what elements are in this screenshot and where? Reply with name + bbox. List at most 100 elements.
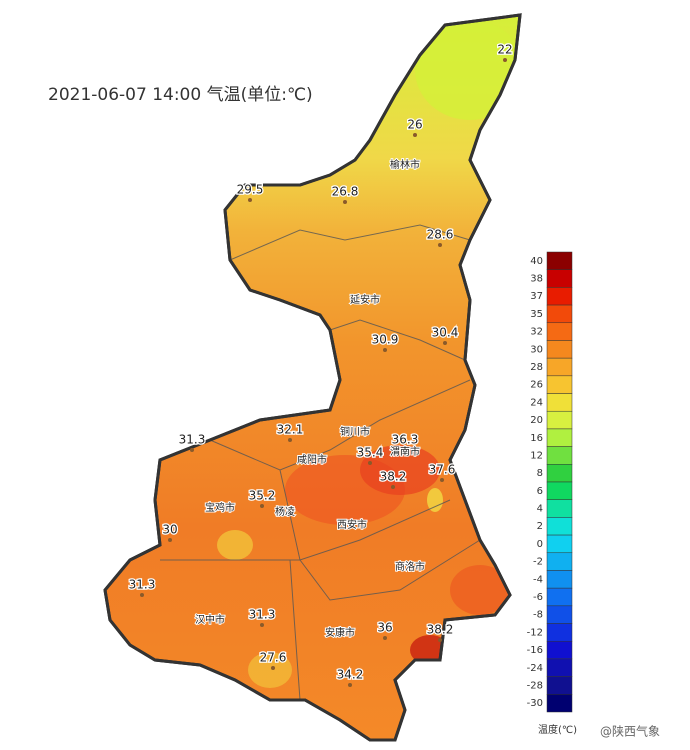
legend-cell [546,428,573,447]
city-name: 铜川市 [340,425,370,438]
station-dot [348,683,352,687]
legend-cell [546,605,573,624]
station-dot [168,538,172,542]
station-value: 26 [407,118,422,132]
city-name: 延安市 [350,293,380,306]
province-outline [103,13,522,742]
station-dot [140,593,144,597]
city-name: 宝鸡市 [205,501,235,514]
legend-tick-label: 35 [530,309,543,320]
temperature-field [105,15,520,740]
legend-tick-label: -8 [533,610,543,621]
station-value: 38.2 [427,623,454,637]
station-dot [383,636,387,640]
legend-title: 温度(℃) [538,723,577,736]
stations: 22 26 29.5 26.8 28.6 30.9 30.4 32.1 31.3 36.3 35.4… [127,41,514,687]
city-name: 西安市 [337,518,367,531]
legend-cell [546,676,573,695]
station-dot [503,58,507,62]
city-name: 汉中市 [195,613,225,626]
legend-tick-label: 38 [530,274,543,285]
legend-cell [546,446,573,465]
city-name: 杨凌 [275,505,295,518]
station-dot [438,243,442,247]
legend-tick-label: 4 [537,504,543,515]
station-value: 31.3 [249,608,276,622]
legend-cell [546,393,573,412]
legend-cell [546,658,573,677]
station-dot [190,448,194,452]
station-value: 37.6 [429,463,456,477]
station-dot [260,504,264,508]
station-value: 28.6 [427,228,454,242]
station-dot [413,133,417,137]
legend-cell [546,499,573,518]
legend-tick-label: -16 [527,645,543,656]
station-value: 22 [497,43,512,57]
legend-cell [546,357,573,377]
legend-cell [546,517,573,536]
legend-tick-label: 24 [530,397,543,408]
legend-cell [546,694,573,713]
station-dot [383,348,387,352]
city-name: 榆林市 [390,158,420,171]
station-value: 30.4 [432,326,459,340]
legend-tick-label: 12 [530,450,543,461]
station-value: 36 [377,621,392,635]
legend-cell [546,464,573,483]
legend-tick-label: 8 [537,468,543,479]
station-value: 34.2 [337,668,364,682]
legend-tick-label: 32 [530,327,543,338]
station-dot [343,200,347,204]
station-dot [271,666,275,670]
station-dot [443,341,447,345]
legend-cell [546,269,573,288]
legend-cell [546,251,573,270]
legend-cell [546,640,573,660]
station-dot [403,448,407,452]
legend-tick-label: 16 [530,433,543,444]
legend-cell [546,340,573,359]
map-title: 2021-06-07 14:00 气温(单位:℃) [48,85,313,105]
station-value: 32.1 [277,423,304,437]
legend-cell [546,587,573,607]
legend-tick-label: 28 [530,362,543,373]
station-value: 35.2 [249,489,276,503]
station-dot [368,461,372,465]
station-dot [440,478,444,482]
legend-cell [546,322,573,341]
legend-cell [546,534,573,554]
station-value: 26.8 [332,185,359,199]
legend-tick-label: -6 [533,592,543,603]
station-value: 36.3 [392,433,419,447]
legend-cell [546,287,573,306]
color-legend: 40383735323028262420161286420-2-4-6-8-12… [527,251,573,713]
station-value: 35.4 [357,446,384,460]
watermark: @陕西气象 [600,724,660,739]
legend-cell [546,570,573,589]
station-value: 31.3 [129,578,156,592]
station-value: 38.2 [380,470,407,484]
station-dot [391,485,395,489]
legend-cell [546,481,573,500]
legend-cell [546,304,573,324]
station-dot [260,623,264,627]
legend-tick-label: 26 [530,380,543,391]
legend-tick-label: 40 [530,256,543,267]
legend-tick-label: -2 [533,557,543,568]
city-name: 商洛市 [395,560,425,573]
station-dot [438,638,442,642]
city-name: 渭南市 [390,445,420,458]
station-value: 30.9 [372,333,399,347]
city-name: 咸阳市 [297,453,327,466]
legend-tick-label: -28 [527,680,543,691]
city-name: 安康市 [325,626,355,639]
station-value: 31.3 [179,433,206,447]
legend-cell [546,552,573,571]
legend-tick-label: 20 [530,415,543,426]
station-value: 30 [162,523,177,537]
legend-cell [546,375,573,394]
legend-tick-label: 30 [530,344,543,355]
legend-tick-label: 37 [530,291,543,302]
